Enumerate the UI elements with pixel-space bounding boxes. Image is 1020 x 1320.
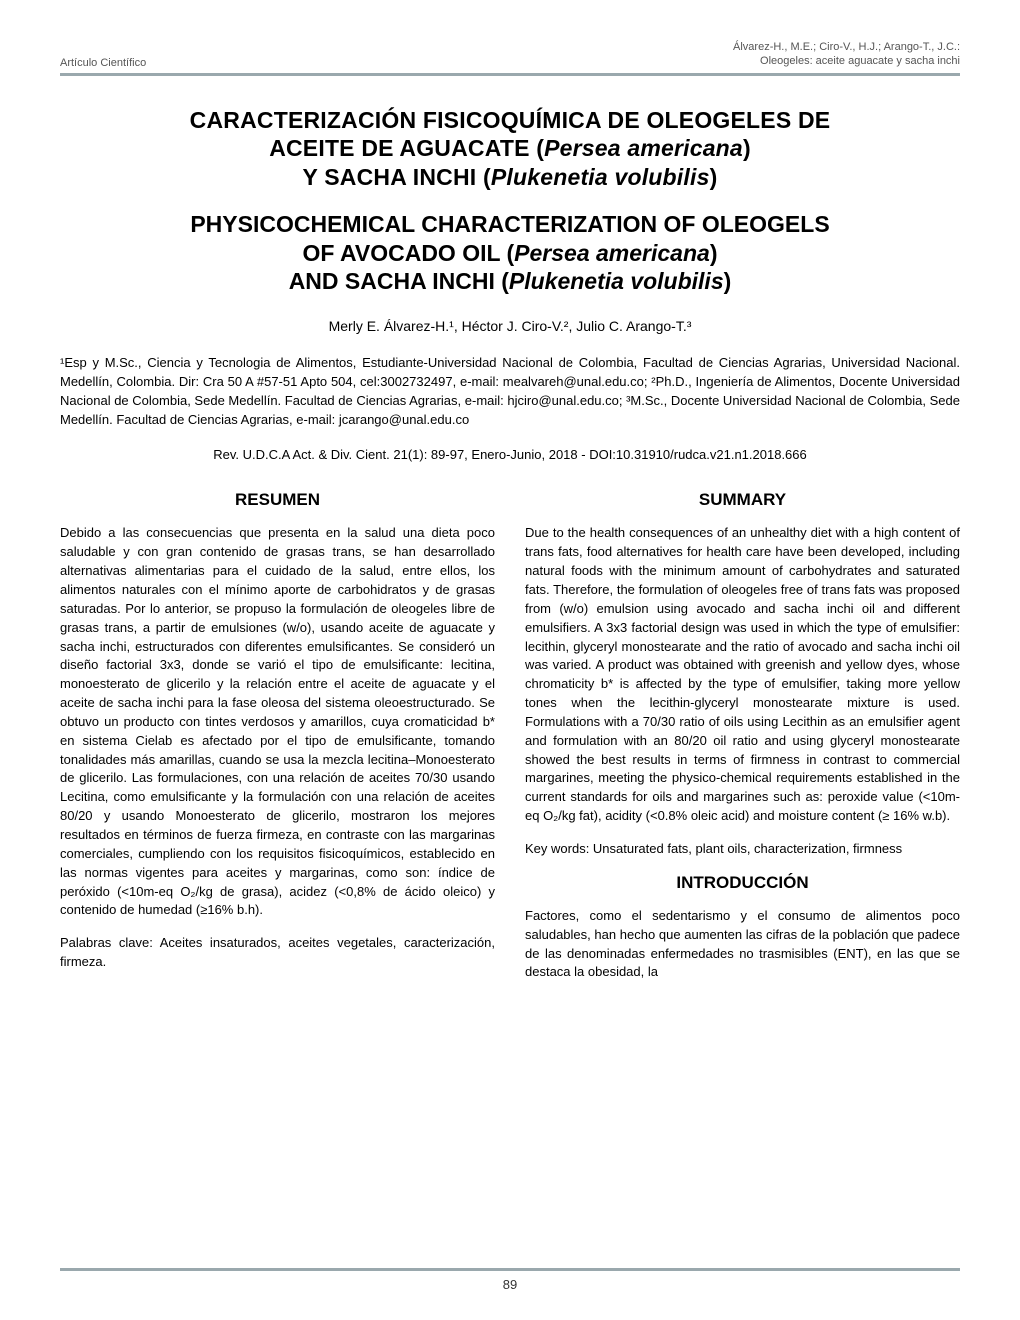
title-es-line1: CARACTERIZACIÓN FISICOQUÍMICA DE OLEOGEL… [60, 106, 960, 135]
page-footer: 89 [60, 1268, 960, 1292]
title-en-line2: OF AVOCADO OIL (Persea americana) [60, 239, 960, 268]
title-en-line3: AND SACHA INCHI (Plukenetia volubilis) [60, 267, 960, 296]
title-es-line2b-italic: Persea americana [544, 135, 743, 161]
header-right-line2: Oleogeles: aceite aguacate y sacha inchi [733, 54, 960, 68]
resumen-paragraph: Debido a las consecuencias que presenta … [60, 524, 495, 920]
introduccion-heading: INTRODUCCIÓN [525, 873, 960, 893]
two-column-body: RESUMEN Debido a las consecuencias que p… [60, 490, 960, 996]
header-right-block: Álvarez-H., M.E.; Ciro-V., H.J.; Arango-… [733, 40, 960, 69]
page-number: 89 [60, 1277, 960, 1292]
title-es-line2: ACEITE DE AGUACATE (Persea americana) [60, 134, 960, 163]
summary-keywords: Key words: Unsaturated fats, plant oils,… [525, 840, 960, 859]
header-right-line1: Álvarez-H., M.E.; Ciro-V., H.J.; Arango-… [733, 40, 960, 54]
citation-line: Rev. U.D.C.A Act. & Div. Cient. 21(1): 8… [60, 447, 960, 462]
title-es-line3b-italic: Plukenetia volubilis [491, 164, 710, 190]
title-en-line3a: AND SACHA INCHI ( [289, 268, 509, 294]
title-en-line2a: OF AVOCADO OIL ( [302, 240, 514, 266]
summary-heading: SUMMARY [525, 490, 960, 510]
title-es-line3a: Y SACHA INCHI ( [303, 164, 491, 190]
right-column: SUMMARY Due to the health consequences o… [525, 490, 960, 996]
introduccion-paragraph: Factores, como el sedentarismo y el cons… [525, 907, 960, 982]
title-spanish: CARACTERIZACIÓN FISICOQUÍMICA DE OLEOGEL… [60, 106, 960, 192]
affiliations-block: ¹Esp y M.Sc., Ciencia y Tecnologia de Al… [60, 354, 960, 429]
title-es-line3c: ) [710, 164, 718, 190]
title-en-line1: PHYSICOCHEMICAL CHARACTERIZATION OF OLEO… [60, 210, 960, 239]
title-en-line2c: ) [710, 240, 718, 266]
footer-rule [60, 1268, 960, 1271]
title-es-line3: Y SACHA INCHI (Plukenetia volubilis) [60, 163, 960, 192]
page-header: Artículo Científico Álvarez-H., M.E.; Ci… [60, 40, 960, 76]
resumen-heading: RESUMEN [60, 490, 495, 510]
title-en-line2b-italic: Persea americana [514, 240, 710, 266]
title-es-line2a: ACEITE DE AGUACATE ( [269, 135, 544, 161]
authors-line: Merly E. Álvarez-H.¹, Héctor J. Ciro-V.²… [60, 318, 960, 334]
title-es-line2c: ) [743, 135, 751, 161]
header-left-label: Artículo Científico [60, 57, 146, 69]
title-en-line3c: ) [724, 268, 732, 294]
resumen-keywords: Palabras clave: Aceites insaturados, ace… [60, 934, 495, 972]
title-en-line3b-italic: Plukenetia volubilis [509, 268, 724, 294]
title-english: PHYSICOCHEMICAL CHARACTERIZATION OF OLEO… [60, 210, 960, 296]
summary-paragraph: Due to the health consequences of an unh… [525, 524, 960, 826]
left-column: RESUMEN Debido a las consecuencias que p… [60, 490, 495, 996]
